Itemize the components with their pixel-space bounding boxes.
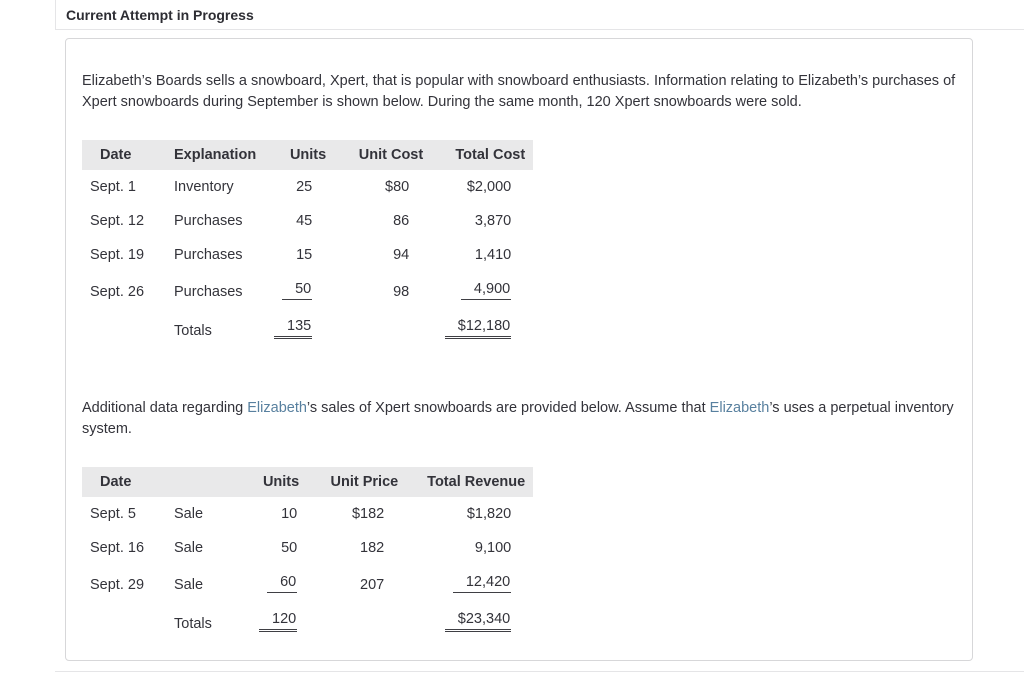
cell-total-cost: $2,000 bbox=[466, 178, 512, 195]
underlined-value: 50 bbox=[282, 281, 313, 300]
cell-date: Sept. 5 bbox=[90, 505, 136, 522]
cell-unit-cost: 86 bbox=[393, 212, 410, 229]
cell-date: Sept. 29 bbox=[90, 576, 145, 593]
cell-empty bbox=[307, 602, 406, 641]
cell-total-revenue: 9,100 bbox=[474, 539, 512, 556]
cell-total-revenue: $1,820 bbox=[466, 505, 512, 522]
additional-text-post: ’s uses a perpetual inventory system. bbox=[82, 399, 954, 438]
column-header-date: Date bbox=[82, 466, 166, 497]
highlighted-name: Elizabeth bbox=[247, 399, 307, 416]
double-underlined-value: $23,340 bbox=[444, 611, 512, 632]
cell-unit-cost: $80 bbox=[385, 178, 410, 195]
cell-unit-price: 182 bbox=[360, 539, 385, 556]
column-header-total-cost: Total Cost bbox=[431, 139, 534, 170]
underlined-value: 60 bbox=[267, 574, 298, 593]
column-header-unit-price: Unit Price bbox=[307, 466, 407, 497]
table-row: Sept. 12 Purchases 45 86 3,870 bbox=[82, 204, 533, 238]
highlighted-name: Elizabeth bbox=[709, 399, 770, 416]
cell-total-revenue-total: $23,340 bbox=[406, 602, 533, 641]
table-row: Sept. 16 Sale 50 182 9,100 bbox=[82, 531, 533, 565]
totals-row: Totals 135 $12,180 bbox=[82, 309, 533, 348]
cell-explanation: Purchases bbox=[174, 212, 243, 229]
cell-unit-cost: 94 bbox=[393, 246, 410, 263]
cell-units: 50 bbox=[281, 539, 298, 556]
cell-total-cost-total: $12,180 bbox=[431, 309, 533, 348]
totals-label: Totals bbox=[174, 322, 212, 339]
cell-date: Sept. 26 bbox=[90, 283, 145, 300]
cell-unit-cost: 98 bbox=[393, 283, 410, 300]
totals-row: Totals 120 $23,340 bbox=[82, 602, 533, 641]
additional-data-text: Additional data regarding Elizabeth’s sa… bbox=[82, 398, 956, 441]
additional-text-pre: Additional data regarding bbox=[82, 399, 248, 416]
cell-empty bbox=[334, 309, 431, 348]
cell-total-cost: 4,900 bbox=[431, 272, 533, 309]
additional-text-mid: ’s sales of Xpert snowboards are provide… bbox=[306, 399, 710, 416]
cell-units: 60 bbox=[251, 565, 307, 602]
cell-units: 50 bbox=[266, 272, 334, 309]
cell-empty bbox=[82, 309, 166, 348]
column-header-date: Date bbox=[82, 139, 166, 170]
underlined-value: 4,900 bbox=[460, 281, 512, 300]
cell-empty bbox=[82, 602, 166, 641]
cell-units: 45 bbox=[296, 212, 313, 229]
column-header-units: Units bbox=[266, 139, 335, 170]
cell-units-total: 135 bbox=[266, 309, 334, 348]
column-header-blank bbox=[166, 466, 251, 497]
sales-header-row: Date Units Unit Price Total Revenue bbox=[82, 466, 534, 497]
cell-explanation: Inventory bbox=[174, 178, 234, 195]
cell-unit-price: $182 bbox=[351, 505, 385, 522]
double-underlined-value: $12,180 bbox=[444, 318, 512, 339]
table-row: Sept. 5 Sale 10 $182 $1,820 bbox=[82, 497, 533, 531]
cell-total-cost: 3,870 bbox=[474, 212, 512, 229]
content-area: Current Attempt in Progress Elizabeth’s … bbox=[55, 0, 1024, 672]
cell-total-revenue: 12,420 bbox=[406, 565, 533, 602]
column-header-unit-cost: Unit Cost bbox=[334, 139, 432, 170]
cell-total-cost: 1,410 bbox=[474, 246, 512, 263]
cell-units: 10 bbox=[281, 505, 298, 522]
cell-explanation: Purchases bbox=[174, 246, 243, 263]
cell-date: Sept. 1 bbox=[90, 178, 136, 195]
cell-unit-price: 207 bbox=[360, 576, 385, 593]
cell-units: 15 bbox=[296, 246, 313, 263]
column-header-total-revenue: Total Revenue bbox=[406, 466, 534, 497]
table-row: Sept. 26 Purchases 50 98 4,900 bbox=[82, 272, 533, 309]
cell-units-total: 120 bbox=[251, 602, 307, 641]
table-row: Sept. 1 Inventory 25 $80 $2,000 bbox=[82, 170, 533, 204]
cell-explanation: Sale bbox=[174, 505, 204, 522]
column-header-explanation: Explanation bbox=[166, 139, 266, 170]
problem-statement: Elizabeth’s Boards sells a snowboard, Xp… bbox=[82, 72, 956, 111]
cell-explanation: Purchases bbox=[174, 283, 243, 300]
sales-table: Date Units Unit Price Total Revenue Sept… bbox=[82, 466, 534, 641]
purchases-header-row: Date Explanation Units Unit Cost Total C… bbox=[82, 139, 534, 170]
underlined-value: 12,420 bbox=[452, 574, 512, 593]
cell-units: 25 bbox=[296, 178, 313, 195]
cell-date: Sept. 19 bbox=[90, 246, 145, 263]
cell-date: Sept. 16 bbox=[90, 539, 145, 556]
table-row: Sept. 19 Purchases 15 94 1,410 bbox=[82, 238, 533, 272]
page-title: Current Attempt in Progress bbox=[66, 6, 254, 23]
cell-date: Sept. 12 bbox=[90, 212, 145, 229]
totals-label: Totals bbox=[174, 615, 212, 632]
attempt-status-bar: Current Attempt in Progress bbox=[55, 0, 1024, 30]
purchases-table: Date Explanation Units Unit Cost Total C… bbox=[82, 139, 534, 348]
table-row: Sept. 29 Sale 60 207 12,420 bbox=[82, 565, 533, 602]
double-underlined-value: 120 bbox=[259, 611, 298, 632]
cell-explanation: Sale bbox=[174, 539, 204, 556]
double-underlined-value: 135 bbox=[274, 318, 313, 339]
question-card: Elizabeth’s Boards sells a snowboard, Xp… bbox=[65, 38, 973, 661]
column-header-units: Units bbox=[251, 466, 308, 497]
cell-explanation: Sale bbox=[174, 576, 204, 593]
